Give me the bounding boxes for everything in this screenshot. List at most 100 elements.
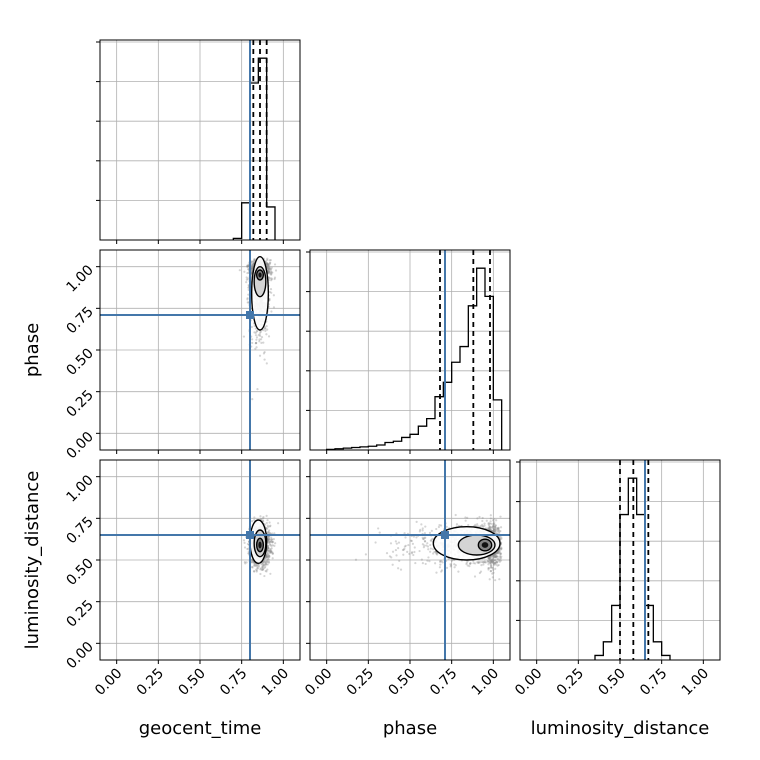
scatter-point (253, 258, 256, 261)
scatter-point (492, 530, 495, 533)
scatter-point (262, 515, 265, 519)
scatter-point (487, 561, 490, 564)
scatter-point (246, 265, 249, 268)
scatter-point (354, 558, 358, 561)
scatter-point (490, 564, 493, 567)
scatter-point (270, 538, 273, 541)
scatter-point (269, 261, 272, 264)
scatter-point (266, 568, 269, 571)
scatter-point (250, 269, 253, 273)
scatter-point (490, 565, 493, 568)
scatter-point (258, 354, 262, 357)
y-tick-label: 1.00 (63, 472, 96, 505)
grid-lines (310, 460, 510, 660)
scatter-point (265, 555, 268, 559)
scatter-point (418, 549, 421, 553)
scatter-point (496, 557, 499, 561)
scatter-point (262, 563, 265, 567)
scatter-point (267, 541, 270, 544)
scatter-point (394, 548, 398, 552)
scatter-point (487, 522, 490, 525)
scatter-point (491, 527, 494, 530)
scatter-point (267, 525, 270, 528)
scatter-point (265, 261, 268, 264)
scatter-point (450, 559, 453, 562)
scatter-point (487, 567, 490, 570)
scatter-point (391, 563, 394, 566)
scatter-point (495, 561, 498, 564)
scatter-point (500, 555, 503, 558)
scatter-point (493, 558, 496, 562)
scatter-point (270, 549, 273, 552)
x-axis-label-phase: phase (383, 718, 437, 739)
scatter-point (267, 549, 270, 552)
scatter-point (492, 523, 495, 526)
scatter-point (255, 341, 258, 344)
scatter-point (266, 263, 269, 266)
scatter-point (260, 341, 263, 344)
y-axis-label-luminosity-distance: luminosity_distance (22, 471, 43, 650)
scatter-point (488, 578, 491, 581)
scatter-point (259, 567, 262, 570)
truth-marker (441, 531, 449, 539)
scatter-point (497, 555, 500, 558)
scatter-point (270, 310, 273, 313)
x-tick-label: 0.00 (512, 666, 545, 699)
scatter-point (262, 341, 265, 344)
scatter-point (499, 529, 502, 533)
scatter-point (267, 538, 270, 541)
scatter-point (500, 547, 503, 550)
scatter-point (251, 520, 254, 523)
scatter-point (268, 531, 272, 535)
scatter-point (264, 555, 267, 559)
scatter-point (246, 297, 249, 300)
scatter-point (256, 565, 259, 568)
scatter-point (270, 551, 273, 554)
scatter-point (494, 555, 497, 558)
scatter-point (273, 532, 276, 535)
scatter-point (271, 551, 274, 554)
scatter-point (257, 565, 261, 568)
scatter-point (268, 525, 271, 528)
scatter-point (269, 259, 272, 262)
scatter-point (267, 530, 270, 533)
scatter-point (260, 563, 263, 566)
scatter-point (488, 525, 492, 528)
scatter-point (482, 561, 485, 564)
scatter-point (494, 556, 497, 559)
scatter-point (270, 540, 273, 543)
scatter-point (268, 543, 271, 546)
scatter-point (490, 560, 494, 563)
scatter-point (494, 561, 497, 565)
scatter-point (390, 556, 393, 559)
scatter-point (258, 333, 261, 336)
scatter-point (464, 519, 467, 522)
scatter-point (407, 543, 410, 547)
scatter-point (243, 541, 246, 544)
scatter-point (490, 559, 493, 563)
scatter-point (493, 522, 496, 526)
scatter-point (258, 338, 261, 341)
scatter-point (495, 527, 499, 530)
scatter-point (268, 555, 271, 558)
scatter-point (271, 532, 274, 535)
scatter-point (449, 563, 452, 566)
y-tick-label: 0.50 (63, 346, 96, 379)
scatter-point (267, 538, 270, 541)
scatter-point (493, 525, 496, 528)
scatter-point (493, 525, 497, 529)
scatter-point (483, 560, 486, 563)
scatter-point (415, 536, 418, 539)
y-tick-label: 0.75 (63, 514, 96, 547)
scatter-point (498, 558, 501, 561)
scatter-point (265, 527, 268, 530)
scatter-point (245, 281, 248, 284)
scatter-point (247, 286, 250, 289)
scatter-point (492, 555, 495, 558)
scatter-point (423, 544, 426, 547)
scatter-point (266, 557, 270, 560)
scatter-point (433, 550, 436, 554)
scatter-point (494, 559, 497, 562)
scatter-point (430, 529, 433, 532)
scatter-point (260, 568, 264, 572)
